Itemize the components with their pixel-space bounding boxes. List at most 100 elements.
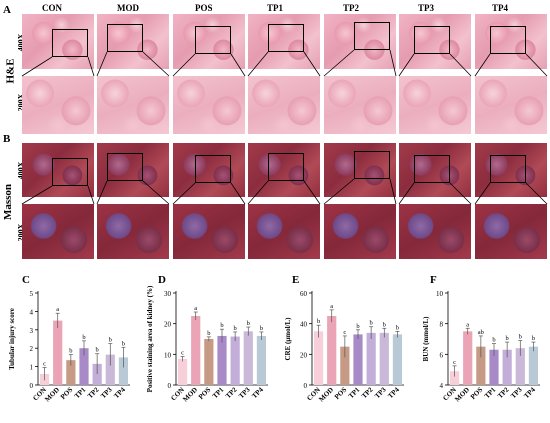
bar-con <box>177 358 188 385</box>
zoom-box <box>354 151 390 179</box>
x-tick-label: POS <box>333 386 348 401</box>
significance-letter: c <box>453 359 456 366</box>
y-tick-label: 60 <box>300 290 308 298</box>
panel-letter-a: A <box>3 4 11 16</box>
significance-letter: b <box>519 334 522 341</box>
significance-letter: b <box>370 320 373 327</box>
x-tick-label: TP3 <box>509 385 524 400</box>
significance-letter: c <box>181 349 184 356</box>
bar-mod <box>53 320 63 385</box>
y-axis-label: BUN (mmol/L) <box>422 316 430 362</box>
bar-pos <box>204 339 214 385</box>
significance-letter: b <box>234 325 237 332</box>
micrograph-masson-200x-tp4 <box>475 204 547 259</box>
significance-letter: b <box>96 347 99 354</box>
significance-letter: b <box>122 340 125 347</box>
zoom-box <box>490 155 526 183</box>
bar-tp3 <box>515 348 525 385</box>
bar-tp2 <box>366 332 376 385</box>
significance-letter: b <box>317 318 320 325</box>
row-label-masson: Masson <box>2 183 15 221</box>
x-tick-label: TP3 <box>237 385 252 400</box>
y-tick-label: 6 <box>440 351 444 359</box>
y-tick-label: 0 <box>304 382 308 390</box>
y-tick-label: 3 <box>30 327 34 335</box>
zoom-box <box>268 153 304 181</box>
bar-tp1 <box>353 334 363 385</box>
bar-con <box>313 331 324 385</box>
bar-pos <box>476 346 486 385</box>
zoom-box <box>107 24 143 52</box>
significance-letter: a <box>194 305 197 312</box>
x-tick-label: TP1 <box>347 385 362 400</box>
x-tick-label: TP4 <box>522 385 537 400</box>
zoom-box <box>195 26 231 54</box>
x-tick-label: TP2 <box>86 385 101 400</box>
x-tick-label: TP4 <box>112 385 127 400</box>
significance-letter: b <box>383 321 386 328</box>
y-tick-label: 2 <box>30 345 34 353</box>
bar-tp3 <box>379 332 389 385</box>
y-tick-label: 30 <box>164 290 172 298</box>
y-tick-label: 1 <box>30 364 34 372</box>
zoom-box <box>354 22 390 50</box>
micrograph-masson-200x-tp3 <box>399 204 471 259</box>
x-tick-label: TP4 <box>386 385 401 400</box>
significance-letter: b <box>506 335 509 342</box>
significance-letter: b <box>356 323 359 330</box>
bar-pos <box>340 346 350 385</box>
significance-letter: b <box>247 320 250 327</box>
y-axis-label: Tubular injury score <box>8 308 16 370</box>
bar-tp3 <box>243 331 253 385</box>
micrograph-masson-200x-tp2 <box>324 204 396 259</box>
y-axis-label: CRE (μmol/L) <box>284 317 292 361</box>
bar-pos <box>66 360 76 385</box>
micrograph-he-200x-tp4 <box>475 76 547 134</box>
bar-tp2 <box>92 363 102 385</box>
x-tick-label: TP1 <box>483 385 498 400</box>
bar-tp4 <box>392 334 403 385</box>
x-tick-label: TP3 <box>373 385 388 400</box>
y-tick-label: 8 <box>440 321 444 329</box>
zoom-box <box>414 155 450 183</box>
bar-mod <box>191 316 201 385</box>
x-tick-label: TP1 <box>211 385 226 400</box>
bar-con <box>449 371 460 385</box>
zoom-box <box>490 26 526 54</box>
panel-letter-f: F <box>430 274 437 286</box>
micrograph-he-200x-con <box>22 76 94 134</box>
panel-letter-b: B <box>3 133 11 145</box>
y-tick-label: 4 <box>440 382 444 390</box>
panel-letter-c: C <box>22 274 30 286</box>
zoom-box <box>52 158 88 186</box>
col-header-tp1: TP1 <box>267 3 284 13</box>
x-tick-label: POS <box>59 386 74 401</box>
significance-letter: c <box>43 361 46 368</box>
col-header-tp4: TP4 <box>492 3 509 13</box>
zoom-box <box>107 153 143 181</box>
significance-letter: a <box>330 303 333 310</box>
bar-tp1 <box>217 335 227 385</box>
micrograph-he-200x-mod <box>97 76 169 134</box>
row-label-he: H&E <box>4 58 17 84</box>
y-tick-label: 10 <box>436 290 444 298</box>
significance-letter: c <box>343 329 346 336</box>
y-tick-label: 20 <box>300 351 308 359</box>
micrograph-masson-200x-con <box>22 204 94 259</box>
significance-letter: b <box>82 334 85 341</box>
bar-tp4 <box>118 357 129 385</box>
x-tick-label: TP1 <box>73 385 88 400</box>
panel-letter-e: E <box>292 274 299 286</box>
x-tick-label: POS <box>469 386 484 401</box>
y-tick-label: 40 <box>300 321 308 329</box>
significance-letter: b <box>69 348 72 355</box>
zoom-box <box>52 29 88 57</box>
micrograph-he-200x-pos <box>173 76 245 134</box>
col-header-con: CON <box>42 3 62 13</box>
significance-letter: a <box>56 306 59 313</box>
zoom-box <box>195 155 231 183</box>
significance-letter: b <box>220 322 223 329</box>
micrograph-masson-200x-pos <box>173 204 245 259</box>
significance-letter: b <box>260 325 263 332</box>
